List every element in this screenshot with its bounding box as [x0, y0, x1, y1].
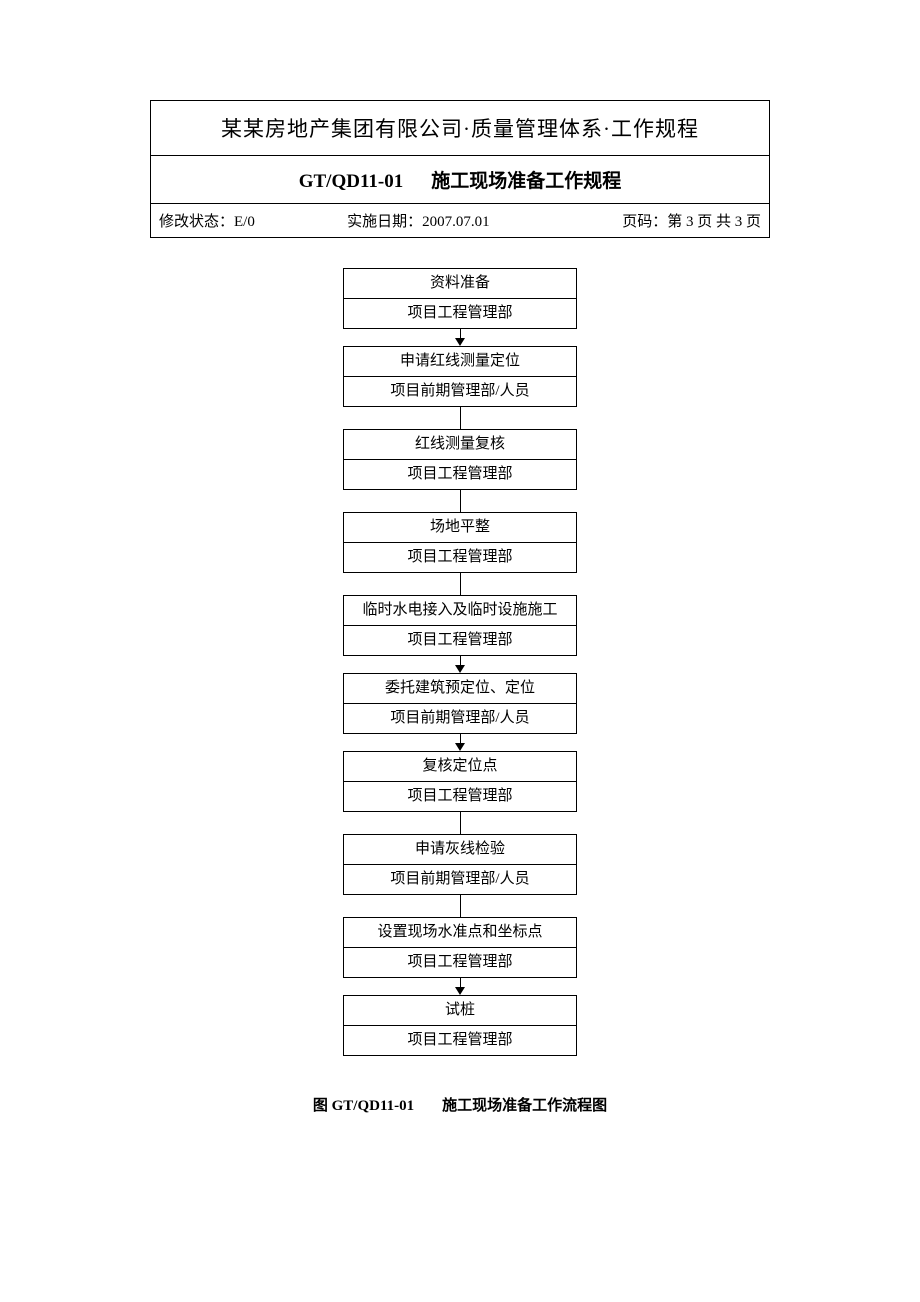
arrow-down-icon — [455, 987, 465, 995]
flow-connector — [460, 490, 461, 512]
revision-label: 修改状态： — [159, 214, 234, 230]
effective-value: 2007.07.01 — [422, 214, 490, 230]
document-code-title: GT/QD11-01 施工现场准备工作规程 — [151, 156, 769, 204]
arrow-down-icon — [455, 338, 465, 346]
caption-text: 施工现场准备工作流程图 — [442, 1098, 607, 1114]
flow-node-title: 设置现场水准点和坐标点 — [344, 918, 576, 948]
flow-node: 场地平整项目工程管理部 — [343, 512, 577, 573]
caption-code: 图 GT/QD11-01 — [313, 1098, 414, 1114]
flow-node-title: 复核定位点 — [344, 752, 576, 782]
flow-node-title: 红线测量复核 — [344, 430, 576, 460]
revision-status: 修改状态：E/0 — [159, 210, 347, 231]
arrow-down-icon — [455, 665, 465, 673]
flow-node-title: 场地平整 — [344, 513, 576, 543]
flow-node: 设置现场水准点和坐标点项目工程管理部 — [343, 917, 577, 978]
flow-connector — [460, 407, 461, 429]
revision-value: E/0 — [234, 214, 255, 230]
page-number: 页码：第 3 页 共 3 页 — [573, 210, 761, 231]
flow-node: 资料准备项目工程管理部 — [343, 268, 577, 329]
flow-node-title: 申请红线测量定位 — [344, 347, 576, 377]
flow-node-dept: 项目前期管理部/人员 — [344, 704, 576, 734]
flow-node-dept: 项目工程管理部 — [344, 782, 576, 812]
arrow-down-icon — [455, 743, 465, 751]
flow-node-title: 试桩 — [344, 996, 576, 1026]
flow-connector — [455, 656, 465, 673]
flow-node-dept: 项目工程管理部 — [344, 1026, 576, 1056]
flow-connector — [460, 812, 461, 834]
effective-date: 实施日期：2007.07.01 — [347, 210, 573, 231]
flow-node-dept: 项目前期管理部/人员 — [344, 865, 576, 895]
company-system-title: 某某房地产集团有限公司·质量管理体系·工作规程 — [151, 101, 769, 156]
effective-label: 实施日期： — [347, 214, 422, 230]
flow-node: 红线测量复核项目工程管理部 — [343, 429, 577, 490]
flow-node-title: 资料准备 — [344, 269, 576, 299]
document-meta-row: 修改状态：E/0 实施日期：2007.07.01 页码：第 3 页 共 3 页 — [151, 204, 769, 237]
flow-node: 临时水电接入及临时设施施工项目工程管理部 — [343, 595, 577, 656]
flow-node-dept: 项目工程管理部 — [344, 948, 576, 978]
flow-node: 复核定位点项目工程管理部 — [343, 751, 577, 812]
flow-node: 申请红线测量定位项目前期管理部/人员 — [343, 346, 577, 407]
page-label: 页码： — [622, 214, 667, 230]
flow-node-dept: 项目工程管理部 — [344, 626, 576, 656]
flow-node-dept: 项目工程管理部 — [344, 543, 576, 573]
flow-connector — [460, 573, 461, 595]
page-value: 第 3 页 共 3 页 — [667, 214, 761, 230]
flow-connector — [455, 734, 465, 751]
flow-node: 委托建筑预定位、定位项目前期管理部/人员 — [343, 673, 577, 734]
flow-node-title: 委托建筑预定位、定位 — [344, 674, 576, 704]
flow-node-title: 申请灰线检验 — [344, 835, 576, 865]
flow-node-dept: 项目前期管理部/人员 — [344, 377, 576, 407]
doc-code: GT/QD11-01 — [299, 171, 404, 192]
flow-node: 申请灰线检验项目前期管理部/人员 — [343, 834, 577, 895]
flowchart: 资料准备项目工程管理部申请红线测量定位项目前期管理部/人员红线测量复核项目工程管… — [150, 268, 770, 1056]
document-page: 某某房地产集团有限公司·质量管理体系·工作规程 GT/QD11-01 施工现场准备… — [0, 0, 920, 1195]
flow-connector — [455, 329, 465, 346]
doc-name: 施工现场准备工作规程 — [431, 171, 621, 192]
flow-node-title: 临时水电接入及临时设施施工 — [344, 596, 576, 626]
flow-node-dept: 项目工程管理部 — [344, 460, 576, 490]
figure-caption: 图 GT/QD11-01 施工现场准备工作流程图 — [150, 1094, 770, 1115]
document-header: 某某房地产集团有限公司·质量管理体系·工作规程 GT/QD11-01 施工现场准备… — [150, 100, 770, 238]
flow-connector — [460, 895, 461, 917]
flow-connector — [455, 978, 465, 995]
flow-node-dept: 项目工程管理部 — [344, 299, 576, 329]
flow-node: 试桩项目工程管理部 — [343, 995, 577, 1056]
